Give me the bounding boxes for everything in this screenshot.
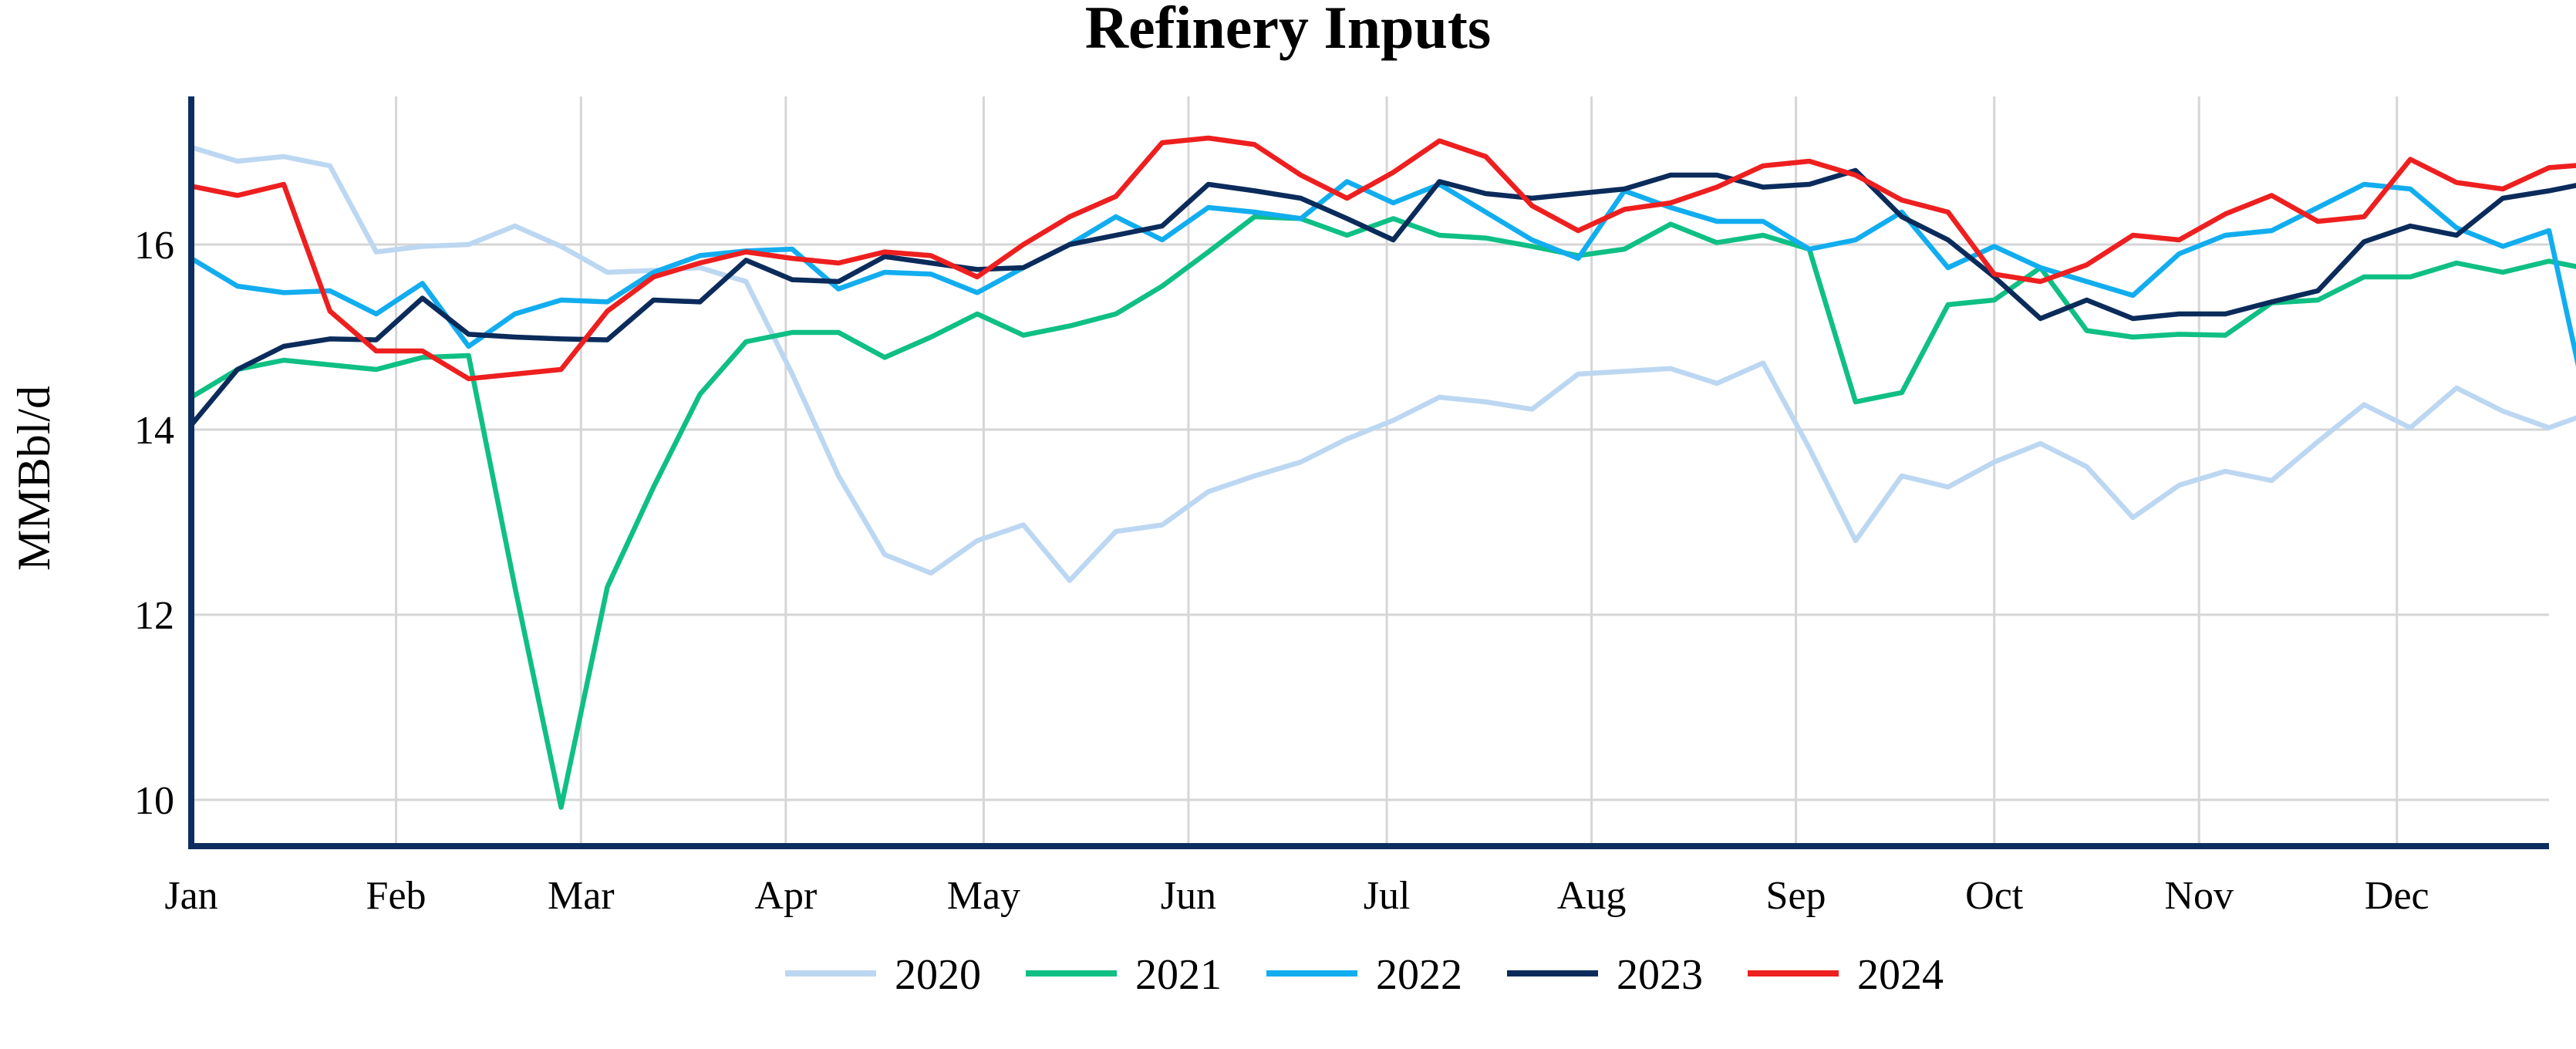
series-line-2021 xyxy=(188,214,2576,810)
legend-label: 2024 xyxy=(1857,951,1944,999)
series-line-2024 xyxy=(188,135,2576,382)
legend-item-2023: 2023 xyxy=(1507,951,1703,999)
chart-title: Refinery Inputs xyxy=(1085,0,1492,61)
x-tick-label: Feb xyxy=(366,874,427,918)
y-tick-label: 14 xyxy=(134,409,174,453)
y-axis-label: MMBbl/d xyxy=(8,386,59,571)
x-tick-label: Dec xyxy=(2365,874,2429,918)
axes xyxy=(188,96,2549,849)
x-tick-label: Nov xyxy=(2164,874,2234,918)
tick-labels: 10 12 14 16 Jan Feb Mar Apr May Jun Jul Aug Sep Oct No… xyxy=(134,224,2429,918)
x-tick-label: Jun xyxy=(1161,874,1216,918)
series-lines xyxy=(188,135,2576,810)
legend-item-2022: 2022 xyxy=(1266,951,1462,999)
y-tick-label: 12 xyxy=(134,594,174,638)
series-line-2020 xyxy=(188,144,2576,583)
legend-item-2020: 2020 xyxy=(785,951,981,999)
legend-label: 2023 xyxy=(1617,951,1703,999)
legend-item-2024: 2024 xyxy=(1748,951,1944,999)
x-tick-label: Mar xyxy=(548,874,615,918)
x-tick-label: Jul xyxy=(1364,874,1411,918)
legend-label: 2021 xyxy=(1135,951,1222,999)
y-tick-label: 10 xyxy=(134,779,174,823)
legend: 2020 2021 2022 2023 2024 xyxy=(785,951,1944,999)
x-tick-label: Apr xyxy=(754,874,817,918)
x-tick-label: Aug xyxy=(1557,874,1627,918)
x-tick-label: Oct xyxy=(1965,874,2024,918)
x-tick-label: Jan xyxy=(164,874,217,918)
legend-label: 2022 xyxy=(1376,951,1462,999)
legend-label: 2020 xyxy=(895,951,981,999)
series-line-2022 xyxy=(188,179,2576,367)
x-tick-label: Sep xyxy=(1766,874,1826,918)
y-tick-label: 16 xyxy=(134,224,174,268)
x-tick-label: May xyxy=(947,874,1020,918)
series-line-2023 xyxy=(188,167,2576,428)
legend-item-2021: 2021 xyxy=(1026,951,1222,999)
